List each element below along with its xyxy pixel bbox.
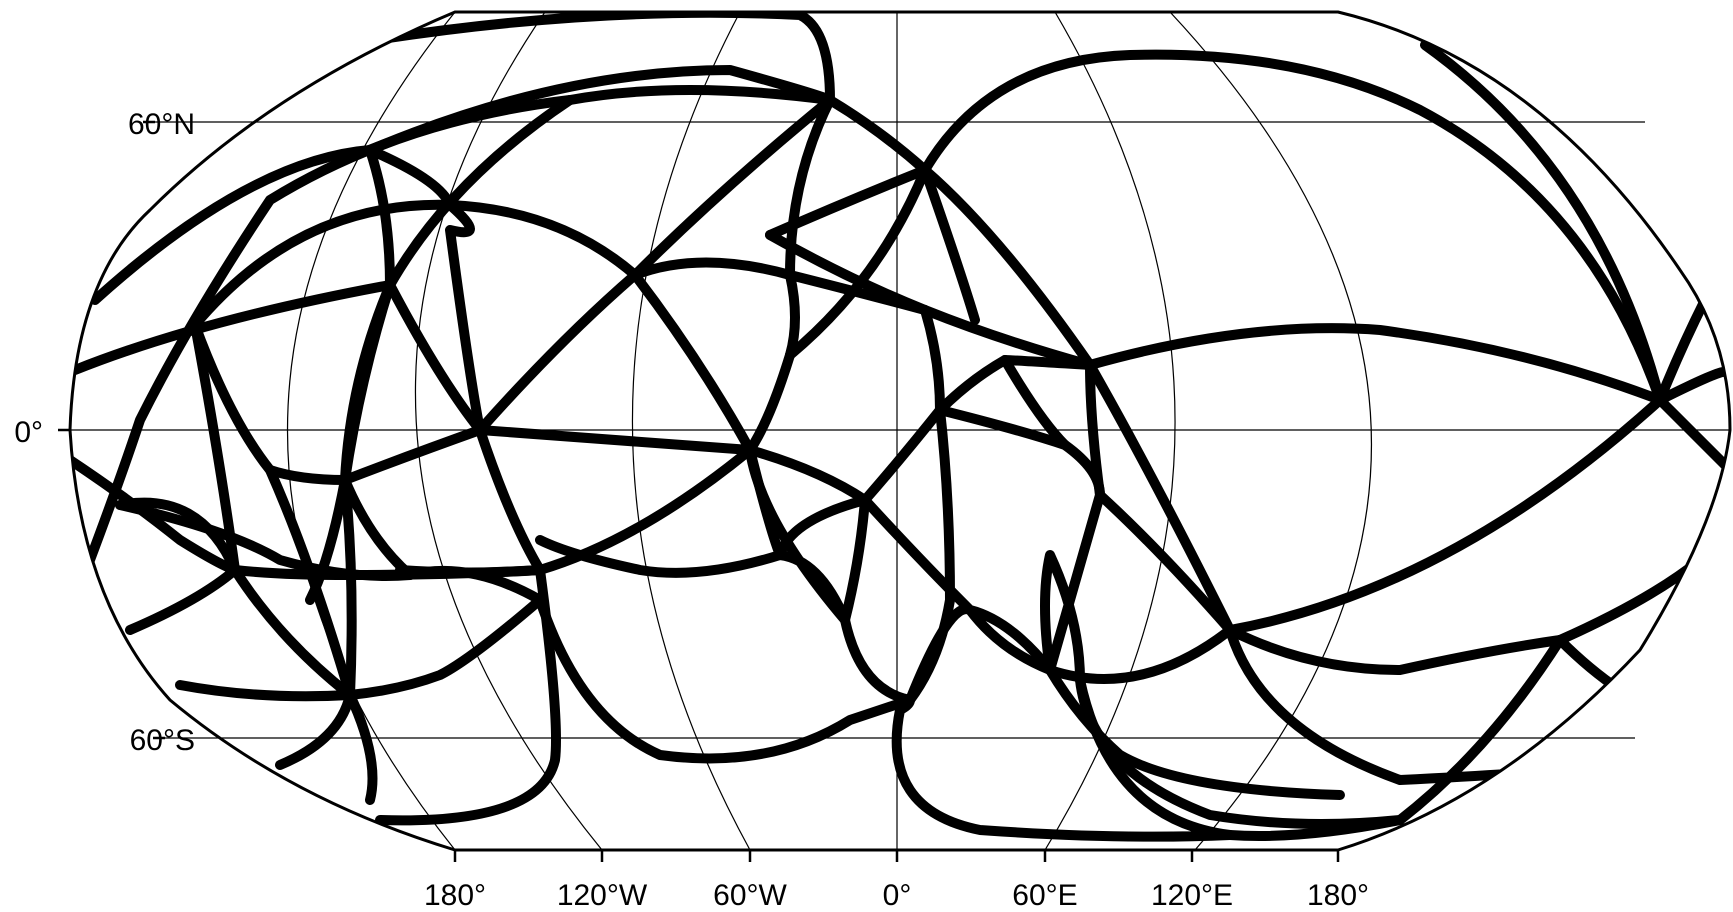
track-line bbox=[860, 495, 1055, 675]
track-line bbox=[1225, 395, 1665, 635]
track-line bbox=[905, 490, 1235, 705]
track-line bbox=[265, 425, 485, 485]
track-line bbox=[85, 95, 575, 565]
track-line bbox=[1555, 555, 1705, 645]
lon-label-60e: 60°E bbox=[1012, 879, 1077, 912]
lon-label-0: 0° bbox=[883, 879, 912, 912]
meridian-120e-line bbox=[1169, 12, 1373, 850]
track-line bbox=[1420, 40, 1710, 405]
lat-label-0: 0° bbox=[14, 416, 43, 449]
track-line bbox=[395, 445, 755, 578]
track-line bbox=[475, 425, 870, 505]
track-line bbox=[365, 145, 485, 435]
track-line bbox=[535, 595, 915, 764]
track-line bbox=[920, 49, 1665, 405]
track-line bbox=[1085, 323, 1665, 405]
lat-label-60n: 60°N bbox=[128, 108, 195, 141]
track-line bbox=[785, 165, 930, 360]
track-line bbox=[1655, 366, 1730, 405]
meridian-120w-line bbox=[286, 12, 456, 850]
meridian-90w-line bbox=[414, 12, 603, 850]
track-line bbox=[175, 680, 378, 805]
track-line bbox=[70, 455, 240, 575]
track-line bbox=[775, 550, 915, 705]
track-line bbox=[1555, 635, 1625, 695]
meridian-60e-line bbox=[1044, 12, 1176, 850]
great-circle-tracks bbox=[70, 12, 1730, 842]
track-line bbox=[1225, 625, 1565, 675]
axis-labels: 60°N 0° 60°S 180° 120°W 60°W 0° 60°E 120… bbox=[14, 108, 1369, 912]
track-line bbox=[745, 445, 850, 625]
track-line bbox=[630, 257, 930, 315]
track-line bbox=[340, 475, 415, 580]
frame-ticks bbox=[58, 120, 1340, 862]
track-line bbox=[1045, 665, 1345, 800]
track-line bbox=[115, 497, 240, 575]
lon-label-180e: 180° bbox=[1307, 879, 1369, 912]
track-line bbox=[1655, 395, 1730, 475]
track-line bbox=[345, 595, 545, 700]
track-line bbox=[775, 495, 870, 560]
lon-label-120e: 120°E bbox=[1151, 879, 1233, 912]
lon-label-120w: 120°W bbox=[557, 879, 648, 912]
lon-label-180w: 180° bbox=[424, 879, 486, 912]
track-line bbox=[305, 280, 395, 605]
track-line bbox=[1085, 360, 1235, 635]
track-line bbox=[70, 280, 485, 435]
track-line bbox=[1000, 355, 1070, 450]
track-line bbox=[935, 405, 1105, 500]
meridian-60w-line-b bbox=[631, 12, 751, 850]
track-line bbox=[375, 425, 561, 826]
lon-label-60w: 60°W bbox=[713, 879, 787, 912]
track-line bbox=[190, 199, 640, 330]
track-line bbox=[840, 405, 945, 625]
track-line bbox=[565, 85, 930, 175]
lat-label-60s: 60°S bbox=[130, 724, 195, 757]
track-line bbox=[370, 12, 835, 105]
track-line bbox=[90, 65, 835, 305]
track-line bbox=[630, 95, 835, 280]
track-line bbox=[535, 535, 785, 578]
track-line bbox=[475, 270, 755, 455]
track-line bbox=[190, 320, 355, 700]
track-line bbox=[275, 690, 355, 770]
track-line bbox=[891, 675, 1235, 842]
track-line bbox=[905, 305, 955, 705]
track-line bbox=[920, 165, 1095, 370]
track-line bbox=[385, 95, 575, 290]
track-line bbox=[785, 270, 800, 360]
